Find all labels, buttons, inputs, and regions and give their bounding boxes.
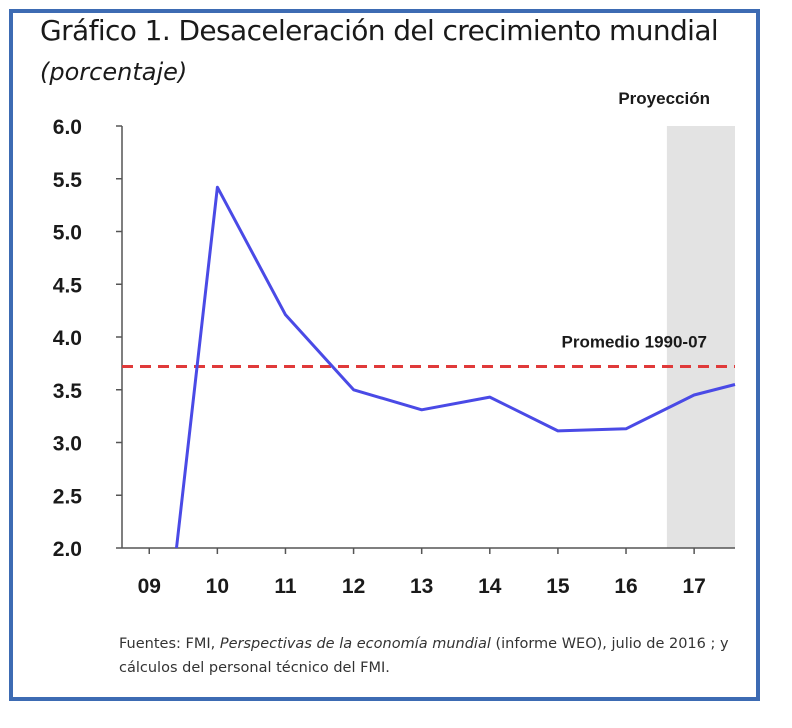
y-tick-label: 3.5 <box>53 380 83 403</box>
x-tick-label: 15 <box>546 575 570 598</box>
x-tick-label: 10 <box>206 575 229 598</box>
x-tick-label: 09 <box>138 575 161 598</box>
source-suffix: (informe WEO), julio de 2016 ; y cálculo… <box>119 636 729 676</box>
y-tick-label: 2.5 <box>53 485 83 508</box>
x-tick-label: 13 <box>410 575 433 598</box>
y-tick-label: 4.5 <box>53 274 83 297</box>
chart-frame <box>9 9 760 701</box>
x-tick-label: 17 <box>682 575 705 598</box>
average-label: Promedio 1990-07 <box>561 333 707 352</box>
y-tick-label: 5.5 <box>53 169 83 192</box>
source-prefix: Fuentes: FMI, <box>119 636 220 652</box>
source-note: Fuentes: FMI, Perspectivas de la economí… <box>119 632 749 680</box>
growth-series-line <box>175 185 736 549</box>
projection-band <box>666 126 735 548</box>
y-tick-label: 2.0 <box>53 538 82 561</box>
y-tick-label: 6.0 <box>53 116 82 139</box>
x-tick-label: 11 <box>274 575 297 598</box>
x-tick-label: 16 <box>614 575 637 598</box>
y-tick-label: 5.0 <box>53 222 82 245</box>
chart-subtitle: (porcentaje) <box>40 58 188 86</box>
x-tick-label: 12 <box>342 575 365 598</box>
source-publication: Perspectivas de la economía mundial <box>219 636 491 652</box>
projection-label: Proyección <box>618 89 710 108</box>
y-tick-label: 3.0 <box>53 433 82 456</box>
x-tick-label: 14 <box>478 575 502 598</box>
chart-title: Gráfico 1. Desaceleración del crecimient… <box>40 14 719 47</box>
y-tick-label: 4.0 <box>53 327 82 350</box>
